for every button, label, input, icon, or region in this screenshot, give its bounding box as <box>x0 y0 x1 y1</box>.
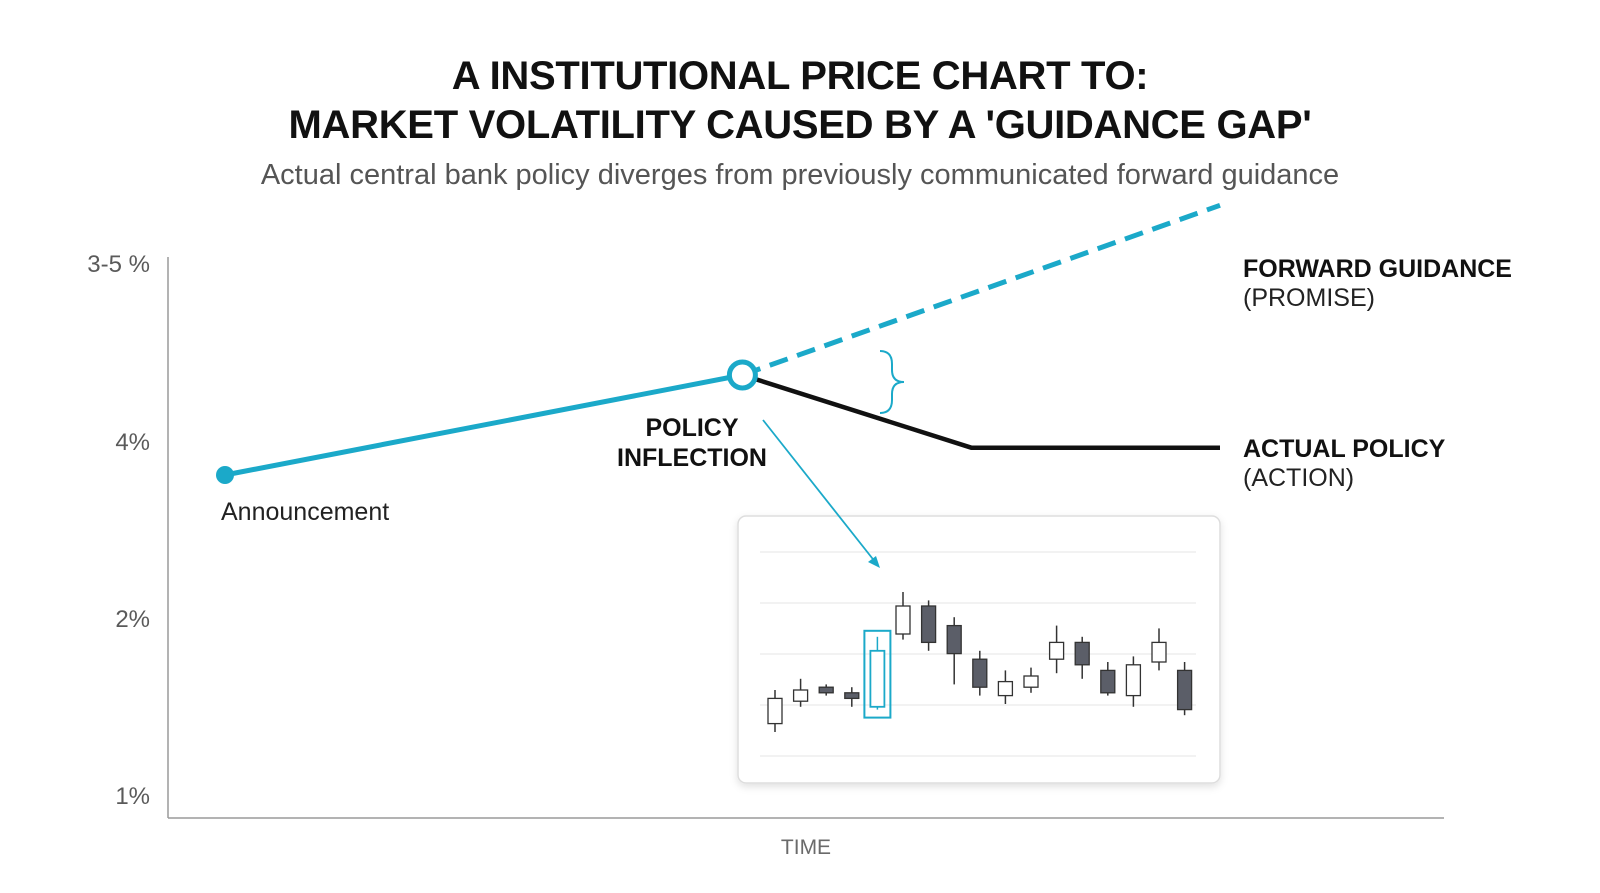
candle-body-bullish <box>792 689 809 702</box>
guidance-gap-brace <box>879 350 905 414</box>
inflection-arrow <box>762 419 877 564</box>
y-tick-label: 4% <box>115 429 150 456</box>
candle-body-bullish <box>1048 641 1065 660</box>
inflection-label-line-1: POLICY <box>645 414 738 442</box>
inset-candles <box>767 592 1193 732</box>
x-axis-label: TIME <box>781 836 831 859</box>
announcement-point <box>216 466 234 484</box>
y-tick-label: 2% <box>115 606 150 633</box>
candle-body-bearish <box>818 686 834 694</box>
inset-grid <box>760 551 1196 757</box>
candle-body-bullish <box>997 680 1014 697</box>
guidance-legend-sublabel: (PROMISE) <box>1243 284 1375 312</box>
title-line-2: MARKET VOLATILITY CAUSED BY A 'GUIDANCE … <box>288 103 1312 147</box>
candle-body-bullish <box>1023 675 1039 688</box>
candle-body-bearish <box>1176 669 1193 711</box>
announcement-label: Announcement <box>221 498 389 526</box>
inflection-point <box>726 359 758 391</box>
candle-body-bearish <box>920 605 937 644</box>
y-tick-label: 1% <box>115 783 150 810</box>
inflection-arrowhead <box>868 556 880 568</box>
inset-card <box>737 515 1221 784</box>
candle-body-bearish <box>844 692 860 700</box>
candle-body-bullish <box>1125 664 1142 697</box>
candle-body-bearish <box>972 658 988 688</box>
inset-candlestick-panel <box>737 515 1221 784</box>
candle-body-bullish <box>767 697 783 725</box>
actual-legend-label: ACTUAL POLICY <box>1243 435 1446 463</box>
chart-subtitle: Actual central bank policy diverges from… <box>260 159 1340 191</box>
forward-guidance-line <box>741 202 1221 378</box>
title-line-1: A INSTITUTIONAL PRICE CHART TO: <box>451 54 1149 98</box>
y-tick-label: 3-5 % <box>87 251 150 278</box>
candle-body-bearish <box>1074 641 1090 666</box>
candle-body-bearish <box>1100 669 1116 694</box>
actual-legend-sublabel: (ACTION) <box>1243 464 1354 492</box>
announcement-line <box>222 372 745 478</box>
highlighted-candle-box <box>863 629 892 719</box>
candle-body-bullish <box>1151 641 1167 663</box>
chart-title: A INSTITUTIONAL PRICE CHART TO: MARKET V… <box>0 52 1600 150</box>
guidance-legend-label: FORWARD GUIDANCE <box>1243 255 1512 283</box>
actual-policy-line <box>741 372 1220 450</box>
candle-body-bullish <box>895 605 911 635</box>
candle-body-bearish <box>946 624 962 655</box>
candle-body-bullish <box>869 649 886 708</box>
inflection-label-line-2: INFLECTION <box>617 444 767 472</box>
